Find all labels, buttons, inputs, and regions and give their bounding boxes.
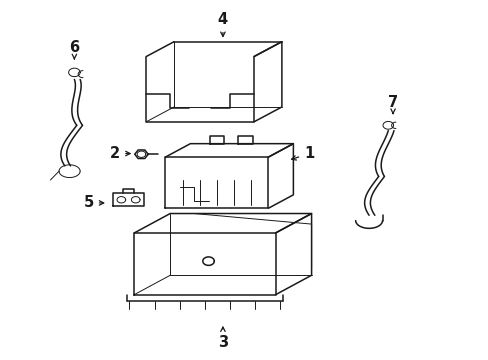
Text: 2: 2 [110,146,130,161]
Text: 7: 7 [387,95,397,113]
Text: 5: 5 [83,195,103,211]
Text: 3: 3 [218,327,227,350]
Text: 1: 1 [291,146,314,161]
Text: 4: 4 [218,12,227,36]
Text: 6: 6 [69,40,79,59]
